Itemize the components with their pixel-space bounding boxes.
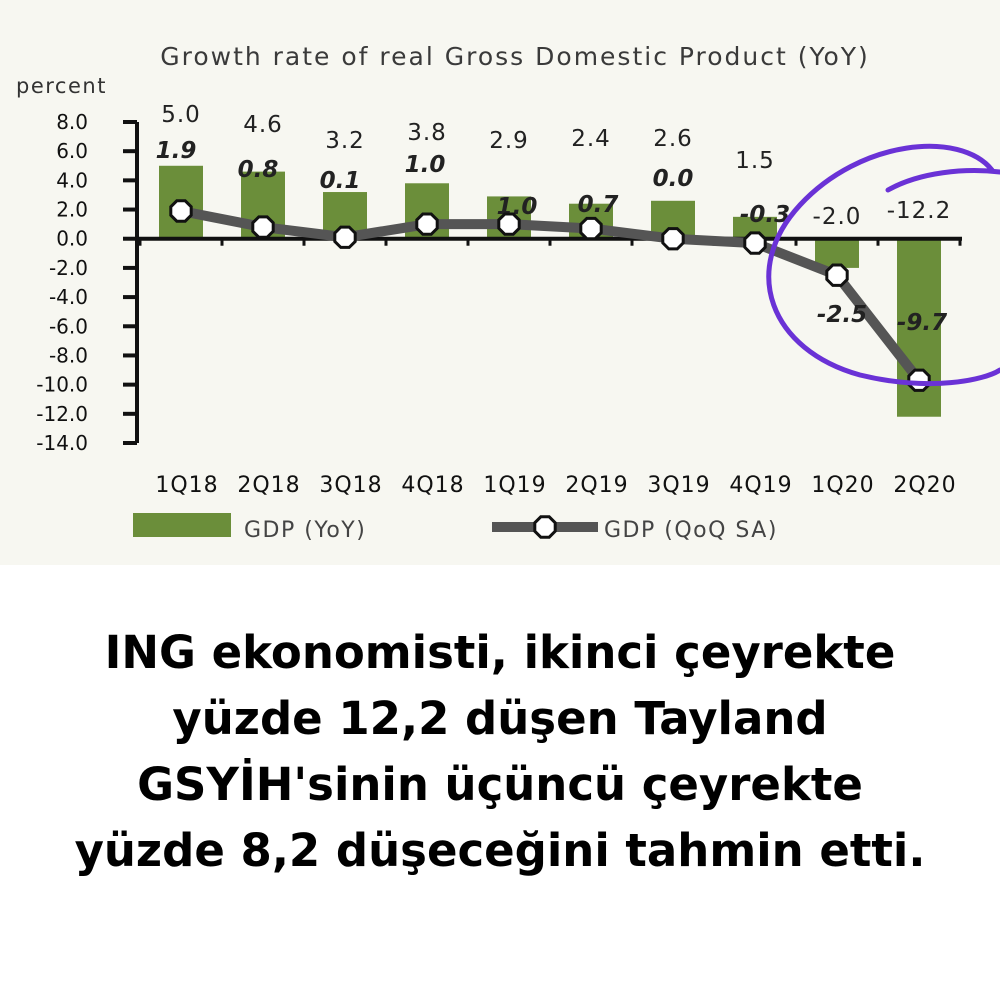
y-tick-label: -4.0 [49,285,88,309]
qoq-label-4Q19: -0.3 [740,202,790,228]
x-tick-label-1Q20: 1Q20 [811,473,874,498]
y-tick-label: -12.0 [36,402,88,426]
x-tick-label-4Q19: 4Q19 [729,473,792,498]
caption-line-3: GSYİH'sinin üçüncü çeyrekte [137,758,863,811]
bar-1Q20 [815,238,859,268]
y-tick-label: 6.0 [56,139,88,163]
x-tick-label-2Q19: 2Q19 [565,473,628,498]
qoq-marker-4Q19 [743,231,767,255]
bar-label-4Q19: 1.5 [735,148,775,174]
qoq-label-3Q18: 0.1 [320,168,361,194]
y-tick-label: -10.0 [36,373,88,397]
bar-label-2Q19: 2.4 [571,126,611,152]
x-tick-label-1Q19: 1Q19 [483,473,546,498]
y-tick-label: 4.0 [56,168,88,192]
x-tick-label-3Q19: 3Q19 [647,473,710,498]
y-axis-label: percent [16,74,107,98]
qoq-marker-3Q18 [333,225,357,249]
bar-label-2Q20: -12.2 [887,198,952,224]
qoq-label-2Q18: 0.8 [238,157,279,183]
bar-label-1Q19: 2.9 [489,128,529,154]
bar-label-3Q19: 2.6 [653,126,693,152]
qoq-label-2Q19: 0.7 [578,192,619,218]
legend-label-qoq: GDP (QoQ SA) [604,518,778,543]
legend-marker-qoq [533,515,557,539]
qoq-label-1Q18: 1.9 [156,138,197,164]
bar-label-1Q20: -2.0 [813,204,862,230]
y-tick-label: 2.0 [56,198,88,222]
chart-svg: 8.0 6.0 4.0 2.0 0.0 -2.0 -4.0 -6.0 -8.0 -10.0 -12.… [36,102,1000,543]
bar-label-2Q18: 4.6 [243,112,283,138]
y-tick-label: -14.0 [36,431,88,455]
legend-label-yoy: GDP (YoY) [244,518,366,543]
qoq-label-3Q19: 0.0 [653,166,694,192]
qoq-marker-1Q19 [497,212,521,236]
qoq-marker-1Q18 [169,199,193,223]
qoq-label-1Q20: -2.5 [817,302,867,328]
chart-panel: 8.0 6.0 4.0 2.0 0.0 -2.0 -4.0 -6.0 -8.0 -10.0 -12.… [0,0,1000,565]
caption-line-2: yüzde 12,2 düşen Tayland [172,692,828,745]
x-tick-label-1Q18: 1Q18 [155,473,218,498]
annotation-circle [766,143,1000,387]
y-tick-label: -8.0 [49,343,88,367]
qoq-marker-3Q19 [661,227,685,251]
annotation-stroke [885,168,1000,193]
bar-label-4Q18: 3.8 [407,120,447,146]
x-tick-label-4Q18: 4Q18 [401,473,464,498]
qoq-line [180,206,923,384]
y-tick-label: -6.0 [49,314,88,338]
caption-line-1: ING ekonomisti, ikinci çeyrekte [104,626,896,679]
bar-label-1Q18: 5.0 [161,102,201,128]
y-tick-label: 0.0 [56,227,88,251]
x-tick-label-2Q20: 2Q20 [893,473,956,498]
qoq-marker-2Q18 [251,215,275,239]
qoq-marker-1Q20 [825,263,849,287]
qoq-label-4Q18: 1.0 [405,152,446,178]
caption: ING ekonomisti, ikinci çeyrekte yüzde 12… [0,620,1000,884]
bar-label-3Q18: 3.2 [325,128,365,154]
caption-line-4: yüzde 8,2 düşeceğini tahmin etti. [74,824,926,877]
legend-swatch-yoy [133,513,231,537]
x-tick-label-3Q18: 3Q18 [319,473,382,498]
chart-title: Growth rate of real Gross Domestic Produ… [160,42,870,71]
y-tick-label: 8.0 [56,110,88,134]
x-tick-label-2Q18: 2Q18 [237,473,300,498]
qoq-marker-2Q20 [907,368,931,392]
qoq-marker-2Q19 [579,216,603,241]
y-tick-label: -2.0 [49,256,88,280]
qoq-marker-4Q18 [415,212,439,236]
qoq-label-2Q20: -9.7 [897,310,947,336]
bar-4Q19 [733,216,777,239]
